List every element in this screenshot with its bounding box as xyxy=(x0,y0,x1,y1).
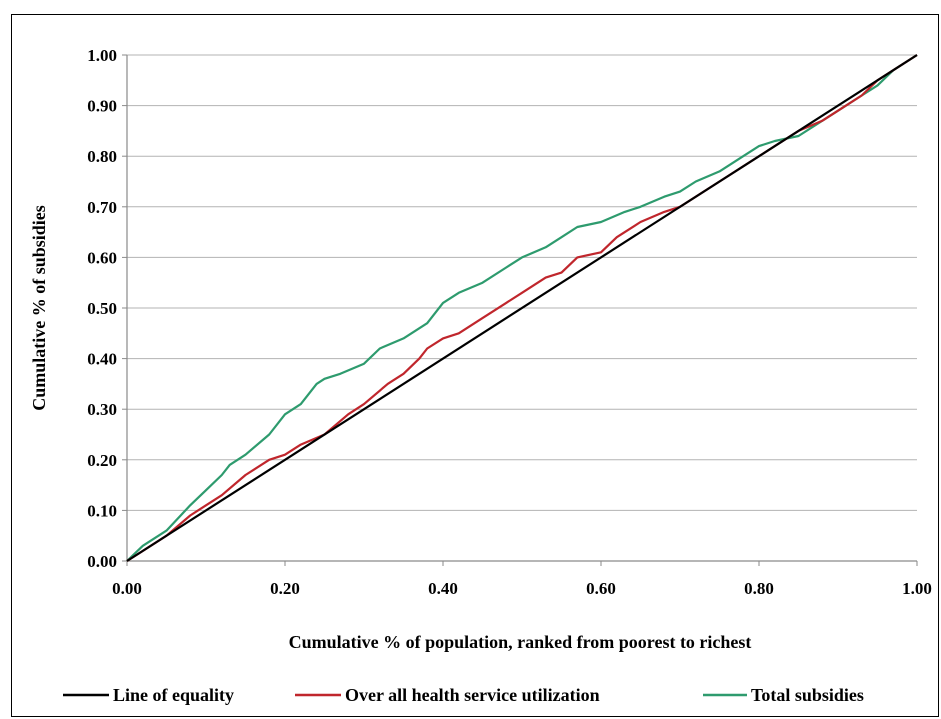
legend: Line of equality Over all health service … xyxy=(63,685,864,705)
x-axis-title: Cumulative % of population, ranked from … xyxy=(289,632,752,652)
x-tick-label: 0.00 xyxy=(112,579,142,598)
grid-lines xyxy=(127,54,917,511)
y-tick-label: 0.70 xyxy=(87,198,117,217)
x-tick-label: 0.80 xyxy=(744,579,774,598)
legend-item: Total subsidies xyxy=(703,685,864,705)
x-tick-label: 0.60 xyxy=(586,579,616,598)
tick-labels: 0.00 0.10 0.20 0.30 0.40 0.50 0.60 0.70 0.80 0.90… xyxy=(87,46,932,598)
y-tick-label: 0.60 xyxy=(87,248,117,267)
y-tick-label: 0.00 xyxy=(87,552,117,571)
legend-label: Line of equality xyxy=(113,685,234,705)
y-tick-label: 1.00 xyxy=(87,46,117,65)
axes xyxy=(122,54,918,566)
legend-label: Over all health service utilization xyxy=(345,685,600,705)
y-tick-label: 0.40 xyxy=(87,350,117,369)
series-line-equality xyxy=(126,54,918,562)
y-tick-label: 0.50 xyxy=(87,299,117,318)
chart-frame xyxy=(11,14,939,717)
x-tick-label: 1.00 xyxy=(902,579,932,598)
x-tick-label: 0.20 xyxy=(270,579,300,598)
legend-label: Total subsidies xyxy=(751,685,864,705)
legend-item: Line of equality xyxy=(63,685,234,705)
x-tick-label: 0.40 xyxy=(428,579,458,598)
legend-item: Over all health service utilization xyxy=(295,685,600,705)
y-tick-label: 0.80 xyxy=(87,147,117,166)
y-tick-label: 0.20 xyxy=(87,451,117,470)
y-axis-title: Cumulative % of subsidies xyxy=(29,205,49,411)
series-lines xyxy=(126,54,918,562)
y-tick-label: 0.10 xyxy=(87,501,117,520)
y-tick-label: 0.30 xyxy=(87,400,117,419)
y-tick-label: 0.90 xyxy=(87,97,117,116)
series-line-total-subsidies xyxy=(126,54,918,562)
